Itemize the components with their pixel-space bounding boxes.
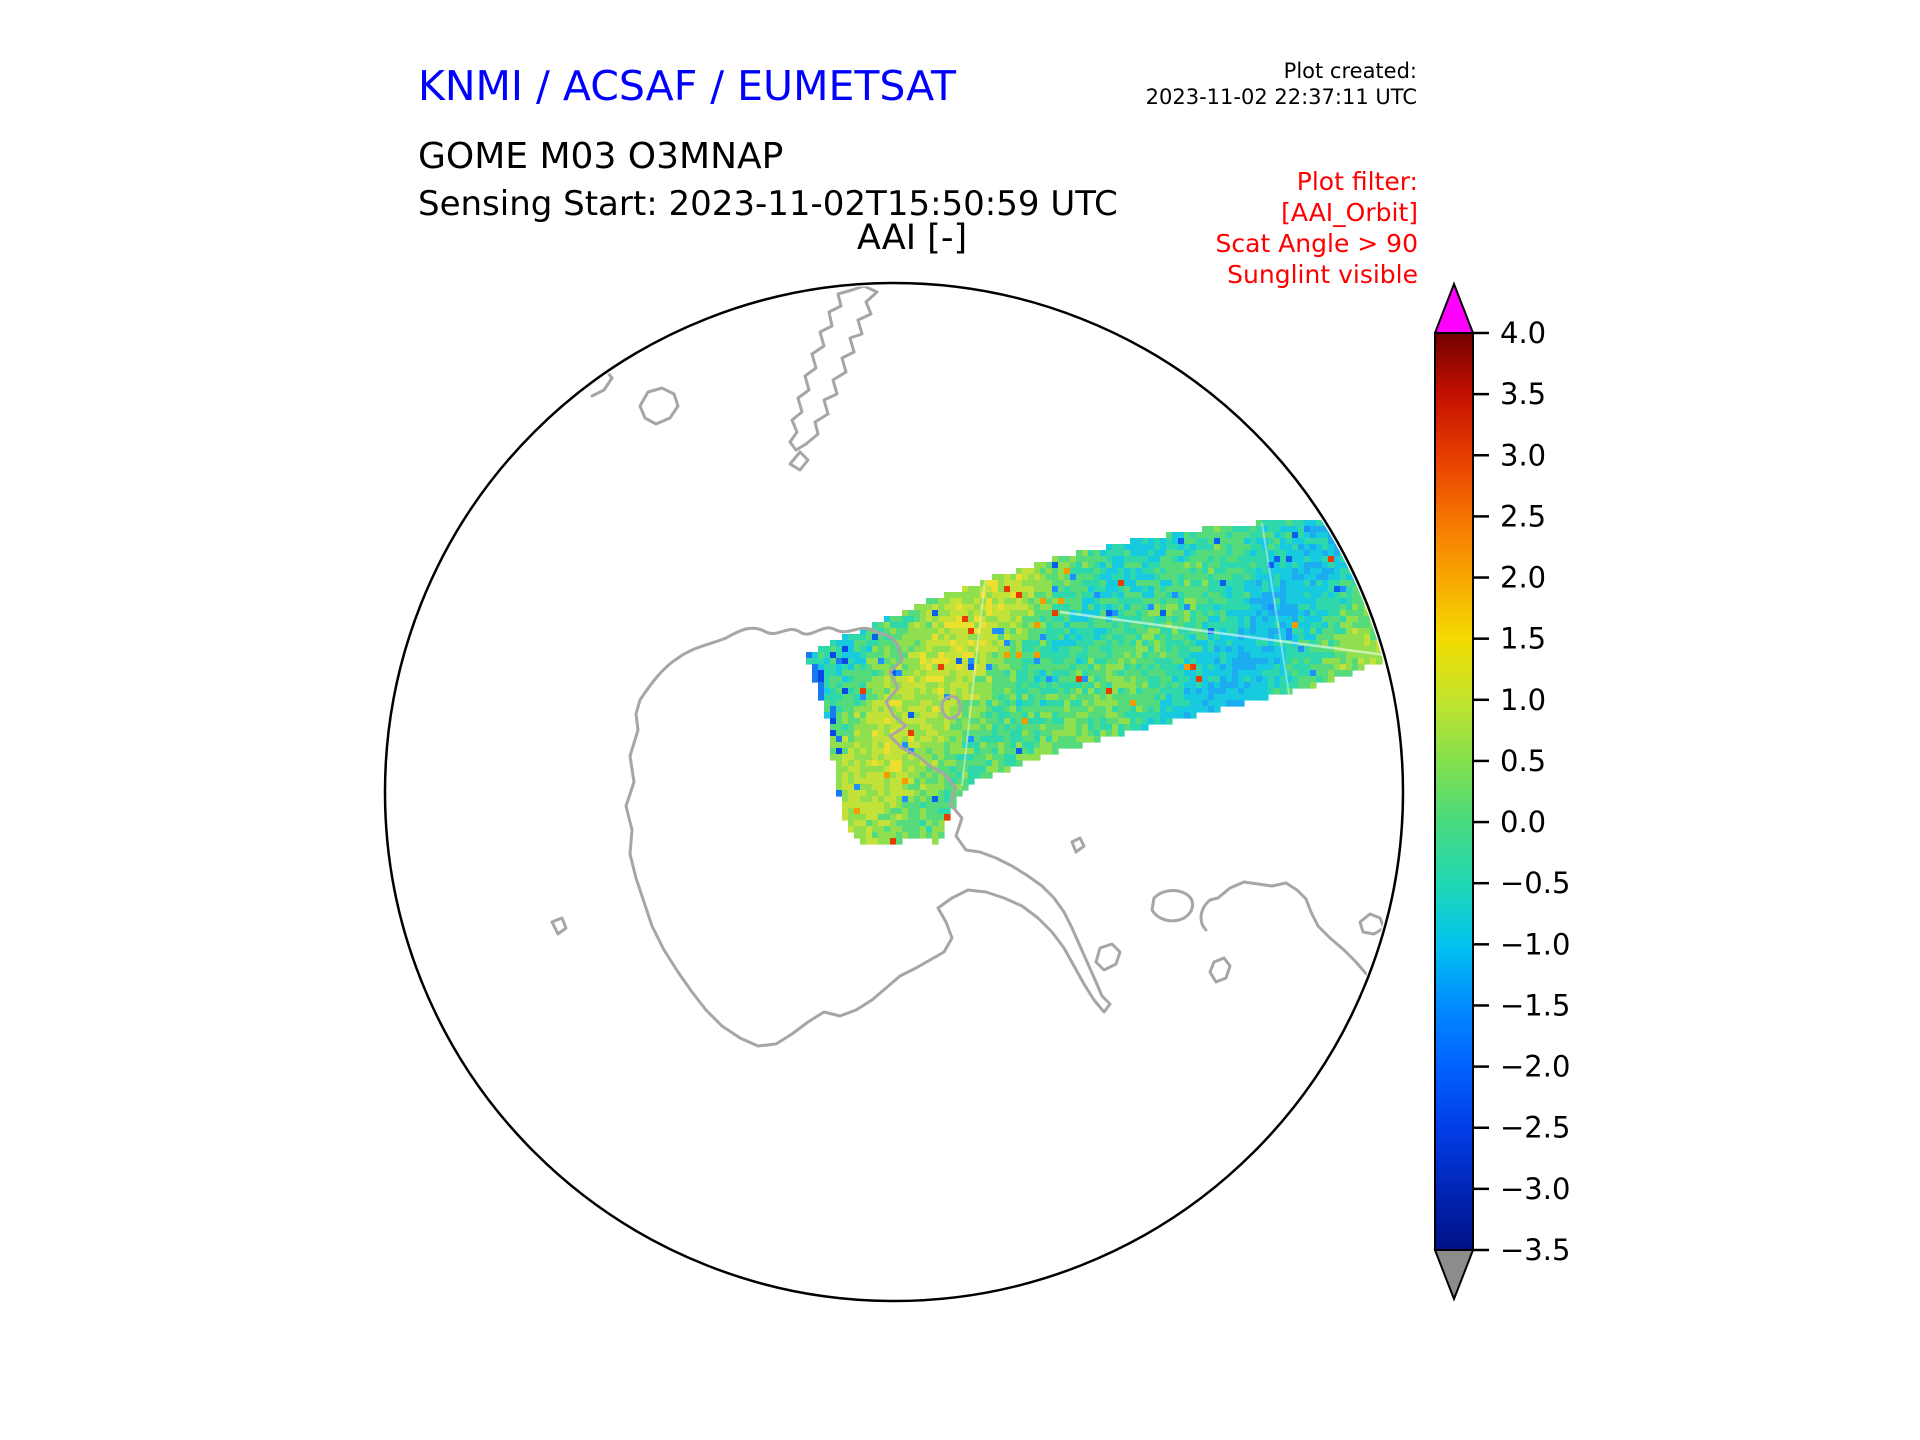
plot-created-value: 2023-11-02 22:37:11 UTC <box>1145 85 1417 109</box>
colorbar-tick-label: −1.0 <box>1500 927 1570 961</box>
coastline-path <box>1070 836 1086 854</box>
coastline-path <box>1208 956 1232 984</box>
coastline-path <box>638 386 680 426</box>
product-name: GOME M03 O3MNAP <box>418 136 784 177</box>
filter-note-line: Plot filter: <box>1296 167 1418 196</box>
colorbar: 4.0 3.5 3.0 2.5 2.0 1.5 1.0 0.5 0.0 −0.5 −1.0 −1.5 −… <box>1433 281 1570 1302</box>
coastline-path <box>1150 889 1194 923</box>
swath-seam <box>1059 610 1386 657</box>
sensing-start: Sensing Start: 2023-11-02T15:50:59 UTC <box>418 184 1118 224</box>
filter-note-line: Sunglint visible <box>1227 260 1418 289</box>
colorbar-over-arrow <box>1433 281 1475 334</box>
colorbar-tick-label: 2.0 <box>1500 561 1546 595</box>
colorbar-tick-label: 4.0 <box>1500 316 1546 350</box>
coastline-path <box>1094 942 1122 972</box>
plot-title: AAI [-] <box>856 218 968 258</box>
colorbar-tick-label: 3.5 <box>1500 377 1546 411</box>
colorbar-tick-label: −3.0 <box>1500 1172 1570 1206</box>
plot-created-label: Plot created: <box>1283 59 1417 83</box>
colorbar-under-arrow <box>1433 1249 1475 1302</box>
coastline-path <box>788 450 810 472</box>
colorbar-tick-label: −3.5 <box>1500 1233 1570 1267</box>
colorbar-tick-label: 0.5 <box>1500 744 1546 778</box>
aai-swath <box>806 520 1386 845</box>
colorbar-tick-label: 1.5 <box>1500 622 1546 656</box>
coastlines <box>550 285 1388 1048</box>
colorbar-tick-label: −2.0 <box>1500 1050 1570 1084</box>
plot-filter-note: Plot filter: [AAI_Orbit] Scat Angle > 90… <box>1216 166 1418 290</box>
plot-created: Plot created: 2023-11-02 22:37:11 UTC <box>1146 58 1417 110</box>
colorbar-tick-label: 2.5 <box>1500 499 1546 533</box>
coastline-path <box>940 695 962 720</box>
colorbar-tick-label: −0.5 <box>1500 866 1570 900</box>
colorbar-tick-label: −2.5 <box>1500 1111 1570 1145</box>
colorbar-gradient-bar <box>1434 332 1474 1251</box>
coastline-path <box>550 916 568 936</box>
colorbar-tick-label: 0.0 <box>1500 805 1546 839</box>
swath-seam <box>961 579 986 787</box>
colorbar-tick-label: 1.0 <box>1500 683 1546 717</box>
colorbar-tick-label: −1.5 <box>1500 988 1570 1022</box>
coastline-path <box>788 285 879 452</box>
coastline-path <box>1199 880 1388 1006</box>
swath-seam <box>1261 522 1291 701</box>
colorbar-tick-label: 3.0 <box>1500 438 1546 472</box>
coastline-path <box>624 626 1112 1048</box>
filter-note-line: [AAI_Orbit] <box>1281 198 1418 227</box>
page-title: KNMI / ACSAF / EUMETSAT <box>418 62 957 110</box>
filter-note-line: Scat Angle > 90 <box>1215 229 1418 258</box>
